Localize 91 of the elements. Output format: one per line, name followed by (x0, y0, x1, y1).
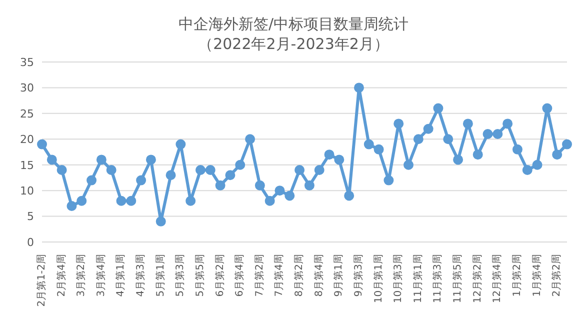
point (314, 165, 324, 175)
x-tick-label: 2月第2周 (550, 254, 563, 297)
point (106, 165, 116, 175)
point (364, 139, 374, 150)
point (334, 154, 344, 165)
point (66, 201, 77, 211)
point (186, 196, 196, 206)
x-tick-label: 8月第2周 (293, 254, 306, 297)
chart-subtitle: （2022年2月-2023年2月） (197, 34, 390, 54)
point (126, 196, 136, 206)
x-tick-label: 12月第2周 (471, 254, 484, 304)
x-tick-label: 5月第1周 (154, 254, 166, 297)
point (552, 150, 562, 160)
y-tick-label: 25 (20, 107, 34, 120)
point (195, 165, 206, 175)
point (413, 134, 424, 144)
point (37, 139, 47, 150)
point (205, 165, 216, 175)
x-tick-label: 11月第5周 (452, 254, 464, 304)
y-tick-label: 5 (27, 210, 34, 224)
y-tick-label: 20 (20, 133, 34, 146)
point (423, 124, 434, 134)
point (354, 82, 364, 93)
point (374, 144, 384, 154)
point (274, 186, 285, 196)
point (225, 170, 236, 180)
point (76, 196, 87, 206)
point (462, 118, 473, 129)
y-tick-label: 0 (27, 236, 34, 249)
y-tick-label: 30 (20, 82, 34, 95)
point (284, 190, 295, 201)
point (96, 154, 106, 165)
x-tick-label: 7月第2周 (253, 254, 266, 297)
chart-title: 中企海外新签/中标项目数量周统计 (177, 14, 410, 34)
point (443, 134, 454, 144)
x-tick-label: 5月第5周 (194, 254, 206, 297)
x-tick-label: 1月第2周 (510, 254, 523, 297)
x-tick-label: 4月第1周 (114, 254, 127, 297)
x-tick-label: 6月第4周 (234, 254, 246, 297)
point (384, 175, 394, 186)
y-tick-label: 35 (20, 56, 34, 69)
x-tick-label: 5月第3周 (174, 254, 186, 297)
x-tick-label: 11月第3周 (432, 254, 444, 304)
x-tick-label: 9月第3周 (352, 254, 364, 297)
point (56, 165, 67, 175)
x-tick-label: 2月第1-2周 (36, 254, 48, 307)
point (264, 196, 275, 206)
point (522, 165, 532, 175)
point (433, 103, 444, 114)
point (542, 103, 552, 114)
point (176, 139, 186, 150)
point (46, 154, 57, 165)
point (136, 175, 146, 186)
point (235, 160, 246, 170)
x-tick-label: 6月第2周 (214, 254, 226, 297)
x-tick-label: 7月第4周 (273, 254, 286, 297)
point (156, 216, 166, 226)
point (404, 160, 414, 170)
x-tick-label: 3月第2周 (75, 254, 88, 297)
point (254, 180, 265, 190)
point (245, 134, 256, 144)
point (532, 160, 542, 170)
point (86, 175, 97, 186)
x-tick-label: 10月第3周 (392, 254, 404, 304)
x-tick-label: 10月第1周 (372, 254, 384, 304)
y-tick-label: 15 (20, 158, 34, 172)
point (166, 170, 176, 180)
point (562, 139, 572, 150)
x-tick-label: 4月第3周 (134, 254, 147, 297)
x-tick-label: 1月第4周 (530, 254, 543, 297)
x-tick-label: 9月第1周 (332, 254, 345, 297)
x-tick-label: 11月第1周 (412, 254, 424, 304)
point (394, 118, 404, 129)
point (492, 129, 503, 139)
x-tick-label: 3月第4周 (94, 254, 107, 297)
point (512, 144, 522, 154)
point (472, 150, 483, 160)
point (215, 180, 226, 190)
point (294, 165, 305, 175)
x-tick-label: 12月第4周 (491, 254, 504, 304)
x-tick-label: 2月第4周 (55, 254, 68, 297)
point (324, 150, 334, 160)
point (482, 129, 493, 139)
point (453, 154, 464, 165)
point (116, 196, 126, 206)
y-tick-label: 10 (20, 184, 34, 198)
point (502, 118, 513, 129)
point (304, 180, 314, 190)
x-tick-label: 8月第4周 (312, 254, 325, 297)
point (344, 190, 354, 201)
point (146, 154, 156, 165)
